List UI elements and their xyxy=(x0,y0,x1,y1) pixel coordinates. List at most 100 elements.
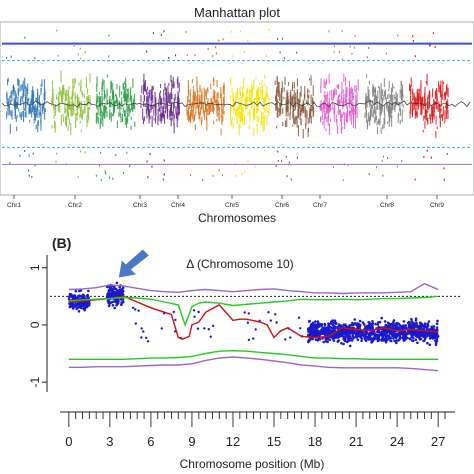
manhattan-point xyxy=(40,84,42,87)
manhattan-point xyxy=(24,77,26,89)
manhattan-outlier-point xyxy=(283,57,285,60)
manhattan-point xyxy=(37,120,39,126)
manhattan-point xyxy=(340,109,342,122)
manhattan-point xyxy=(204,101,206,106)
data-point xyxy=(355,336,359,339)
manhattan-point xyxy=(65,93,67,101)
manhattan-point xyxy=(416,90,418,97)
manhattan-point xyxy=(213,89,215,98)
data-point xyxy=(360,339,363,343)
manhattan-outlier-point xyxy=(126,151,128,154)
manhattan-point xyxy=(64,108,66,113)
data-point xyxy=(435,322,439,326)
manhattan-point xyxy=(379,112,381,123)
manhattan-point xyxy=(355,95,357,107)
manhattan-point xyxy=(323,79,325,89)
manhattan-outlier-point xyxy=(163,173,165,176)
series-line-3 xyxy=(68,349,439,360)
manhattan-x-tick-label: Chr8 xyxy=(380,202,394,209)
manhattan-point xyxy=(329,104,331,112)
manhattan-outlier-point xyxy=(109,176,111,179)
manhattan-point xyxy=(229,109,231,121)
manhattan-point xyxy=(178,102,180,111)
manhattan-outlier-point xyxy=(202,179,204,182)
manhattan-point xyxy=(67,92,69,96)
manhattan-point xyxy=(322,103,324,110)
manhattan-point xyxy=(424,96,426,105)
manhattan-point xyxy=(243,77,245,89)
manhattan-point xyxy=(266,86,268,97)
manhattan-point xyxy=(447,98,449,107)
manhattan-point xyxy=(379,104,381,115)
manhattan-point xyxy=(130,125,132,131)
data-point xyxy=(323,329,327,333)
manhattan-point xyxy=(424,116,426,119)
manhattan-point xyxy=(171,111,173,121)
manhattan-point xyxy=(168,92,170,103)
manhattan-point xyxy=(447,87,449,98)
manhattan-point xyxy=(123,90,125,94)
manhattan-point xyxy=(115,95,117,104)
manhattan-point xyxy=(29,101,31,113)
manhattan-point xyxy=(142,108,144,120)
manhattan-outlier-point xyxy=(368,172,370,175)
manhattan-point xyxy=(239,87,241,96)
manhattan-point xyxy=(445,107,447,120)
manhattan-point xyxy=(51,125,53,129)
manhattan-point xyxy=(338,99,340,105)
manhattan-point xyxy=(111,98,113,108)
manhattan-point xyxy=(409,103,411,114)
series-line-4 xyxy=(68,282,439,295)
manhattan-point xyxy=(164,82,166,91)
manhattan-outlier-point xyxy=(79,47,81,50)
manhattan-point xyxy=(21,96,23,99)
manhattan-point xyxy=(112,90,114,99)
data-point xyxy=(337,332,341,336)
data-point xyxy=(381,328,384,332)
manhattan-point xyxy=(38,109,40,118)
manhattan-point xyxy=(447,109,449,119)
data-point xyxy=(353,318,357,321)
manhattan-point xyxy=(328,74,330,84)
manhattan-point xyxy=(372,109,374,118)
data-point xyxy=(316,330,320,333)
data-point xyxy=(343,339,346,342)
manhattan-point xyxy=(369,103,371,108)
manhattan-point xyxy=(209,103,211,114)
manhattan-point xyxy=(399,108,401,112)
data-point xyxy=(331,323,335,327)
manhattan-outlier-point xyxy=(28,174,30,177)
manhattan-point xyxy=(116,84,118,90)
manhattan-outlier-point xyxy=(235,174,237,177)
manhattan-point xyxy=(191,105,193,112)
manhattan-outlier-point xyxy=(163,30,165,33)
manhattan-point xyxy=(349,110,351,121)
manhattan-point xyxy=(356,106,358,119)
manhattan-point xyxy=(27,98,29,106)
manhattan-point xyxy=(155,115,157,124)
manhattan-point xyxy=(102,113,104,117)
manhattan-point xyxy=(309,78,311,81)
data-point xyxy=(371,330,375,333)
manhattan-point xyxy=(396,93,398,105)
manhattan-point xyxy=(255,77,257,80)
manhattan-point xyxy=(193,106,195,110)
manhattan-point xyxy=(258,94,260,97)
data-point xyxy=(432,327,435,330)
manhattan-point xyxy=(379,120,381,126)
data-point xyxy=(368,327,372,330)
manhattan-point xyxy=(261,92,263,101)
data-point xyxy=(75,303,79,307)
manhattan-point xyxy=(328,97,330,105)
manhattan-point xyxy=(256,93,258,104)
manhattan-point xyxy=(331,89,333,101)
manhattan-outlier-point xyxy=(247,39,249,42)
data-point xyxy=(410,339,414,342)
manhattan-point xyxy=(422,96,424,103)
data-point xyxy=(367,335,371,338)
manhattan-point xyxy=(160,98,162,109)
manhattan-point xyxy=(242,95,244,98)
manhattan-point xyxy=(169,110,171,117)
manhattan-point xyxy=(253,128,255,136)
manhattan-point xyxy=(295,92,297,101)
